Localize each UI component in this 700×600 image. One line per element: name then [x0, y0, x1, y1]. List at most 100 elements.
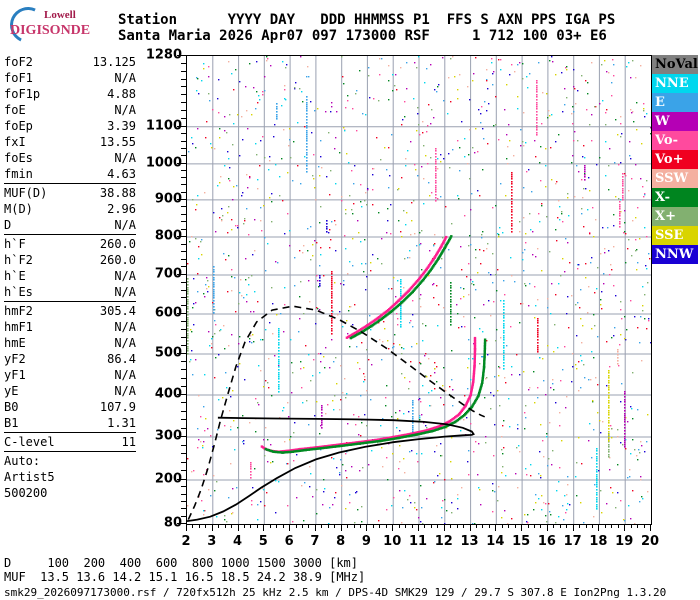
x-axis-tick-minor: [269, 524, 271, 528]
param-key: h`F2: [4, 253, 33, 267]
legend-item-nne[interactable]: NNE: [652, 74, 698, 93]
param-key: hmF1: [4, 320, 33, 334]
param-row-fof1p: foF1p 4.88: [4, 86, 136, 102]
y-axis-label-1100: 1100: [145, 118, 182, 134]
x-axis-tick-minor: [611, 524, 613, 528]
doppler-direction-legend[interactable]: NoVal NNE E W Vo- Vo+ SSW X- X+ SSE NNW: [652, 55, 698, 264]
y-axis-tick-minor: [181, 258, 186, 260]
param-value: N/A: [114, 218, 136, 232]
y-axis-tick-minor: [181, 86, 186, 88]
param-value: 11: [121, 435, 136, 449]
x-axis-tick-minor: [424, 524, 426, 528]
x-axis-label-8: 8: [336, 534, 346, 549]
y-axis-label-800: 800: [154, 228, 182, 244]
y-axis-tick-minor: [181, 305, 186, 307]
x-axis-label-3: 3: [207, 534, 217, 549]
param-key: fmin: [4, 167, 33, 181]
x-axis-tick-minor: [192, 524, 194, 528]
x-axis-label-4: 4: [233, 534, 243, 549]
legend-item-ssw[interactable]: SSW: [652, 169, 698, 188]
x-axis-label-19: 19: [615, 534, 634, 549]
param-row-foes: foEs N/A: [4, 150, 136, 166]
x-axis-label-16: 16: [537, 534, 556, 549]
param-key: fxI: [4, 135, 26, 149]
y-axis-tick-minor: [181, 419, 186, 421]
param-key: foE: [4, 103, 26, 117]
x-axis-tick-major: [546, 524, 548, 531]
x-axis-tick-minor: [553, 524, 555, 528]
x-axis-tick-minor: [372, 524, 374, 528]
footer-distance-line: D 100 200 400 600 800 1000 1500 3000 [km…: [4, 556, 359, 570]
param-key: h`F: [4, 237, 26, 251]
y-axis-tick-major: [177, 435, 186, 437]
header-line-2: Santa Maria 2026 Apr07 097 173000 RSF 1 …: [118, 28, 607, 44]
x-axis-tick-minor: [534, 524, 535, 528]
y-axis-tick-minor: [181, 170, 186, 172]
param-key: C-level: [4, 435, 55, 449]
y-axis-tick-minor: [181, 427, 186, 429]
y-axis-tick-major: [177, 313, 186, 314]
param-key: foEp: [4, 119, 33, 133]
y-axis-tick-minor: [181, 297, 186, 299]
x-axis-label-2: 2: [181, 534, 191, 549]
param-row-yf1: yF1 N/A: [4, 367, 136, 383]
legend-item-vo[interactable]: Vo+: [652, 150, 698, 169]
legend-item-sse[interactable]: SSE: [652, 226, 698, 245]
legend-item-nnw[interactable]: NNW: [652, 245, 698, 264]
x-axis-label-17: 17: [563, 534, 582, 549]
y-axis-label-1280: 1280: [145, 47, 182, 63]
y-axis-tick-major: [177, 162, 186, 164]
y-axis-tick-minor: [181, 155, 186, 157]
legend-item-x[interactable]: X-: [652, 188, 698, 207]
x-axis-tick-minor: [566, 524, 568, 528]
source-file-line: smk29_2026097173000.rsf / 720fx512h 25 k…: [4, 586, 667, 599]
param-value: N/A: [114, 71, 136, 85]
param-row-foep: foEp 3.39: [4, 118, 136, 134]
y-axis-tick-minor: [181, 321, 186, 322]
param-row-hmf1: hmF1 N/A: [4, 319, 136, 335]
ionogram-plot[interactable]: [186, 55, 652, 525]
x-axis-tick-major: [495, 524, 497, 531]
param-value: N/A: [114, 336, 136, 350]
x-axis-label-10: 10: [383, 534, 402, 549]
param-row-ye: yE N/A: [4, 383, 136, 399]
param-key: hmF2: [4, 304, 33, 318]
x-axis-tick-minor: [592, 524, 593, 528]
x-axis-tick-minor: [360, 524, 361, 528]
x-axis-tick-minor: [347, 524, 349, 528]
y-axis-tick-minor: [181, 148, 186, 150]
param-value: 3.39: [107, 119, 136, 133]
param-value: 1.31: [107, 416, 136, 430]
legend-item-noval[interactable]: NoVal: [652, 55, 698, 74]
legend-item-w[interactable]: W: [652, 112, 698, 131]
x-axis-tick-minor: [637, 524, 639, 528]
legend-item-x[interactable]: X+: [652, 207, 698, 226]
logo-lowell-text: Lowell: [44, 9, 76, 21]
x-axis-frequency-mhz: 2 3 4 5 6 7 8 9 10 11 12 13 14 15 16 17 18 19 20: [170, 524, 670, 550]
param-value: 38.88: [99, 186, 136, 200]
x-axis-tick-minor: [321, 524, 323, 528]
x-axis-tick-minor: [308, 524, 310, 528]
y-axis-height-km: 80 200 300 400 500 600 700 800 900 1000 1100 1280: [146, 48, 186, 534]
x-axis-tick-minor: [476, 524, 477, 528]
param-row-he: h`E N/A: [4, 268, 136, 284]
x-axis-tick-minor: [437, 524, 439, 528]
x-axis-tick-minor: [302, 524, 303, 528]
x-axis-tick-major: [650, 524, 651, 531]
legend-item-e[interactable]: E: [652, 93, 698, 112]
x-axis-tick-minor: [398, 524, 400, 528]
x-axis-tick-minor: [379, 524, 381, 528]
param-value: 4.88: [107, 87, 136, 101]
x-axis-tick-minor: [643, 524, 645, 528]
x-axis-tick-major: [289, 524, 291, 531]
y-axis-tick-minor: [181, 228, 186, 230]
param-row-hf: h`F 260.0: [4, 236, 136, 252]
x-axis-tick-major: [314, 524, 316, 531]
legend-item-vo[interactable]: Vo-: [652, 131, 698, 150]
echo-noise-scatter: [187, 56, 651, 524]
x-axis-tick-major: [392, 524, 394, 531]
y-axis-tick-minor: [181, 486, 186, 488]
param-row-fmin: fmin 4.63: [4, 166, 136, 182]
y-axis-tick-minor: [181, 361, 186, 363]
y-axis-label-1000: 1000: [145, 155, 182, 171]
